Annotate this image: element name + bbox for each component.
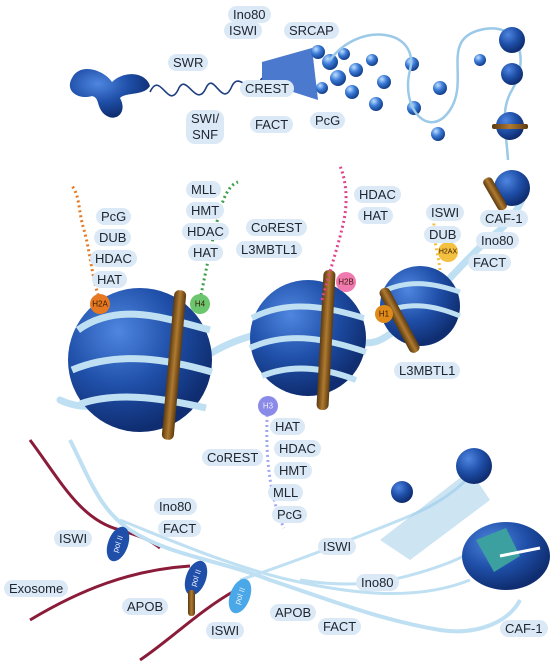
label-fact-right: FACT <box>468 254 512 271</box>
linker-histone-middle <box>316 270 336 410</box>
top-fiber-wave <box>149 77 263 97</box>
label-fact-mid: FACT <box>318 618 362 635</box>
label-dub-right: DUB <box>424 226 462 243</box>
h4-tag-text: H4 <box>194 299 206 309</box>
label-fact-bottom: FACT <box>158 520 202 537</box>
h4-tail <box>198 180 239 301</box>
h2ax-badge <box>438 242 458 262</box>
h3-label-3: MLL <box>268 484 304 501</box>
label-iswi-right: ISWI <box>426 204 465 221</box>
linker-histone-right <box>379 287 420 353</box>
nucleosome-top-1 <box>499 27 525 53</box>
h2b-label-0: HDAC <box>354 186 401 203</box>
h4-badge <box>190 294 210 314</box>
label-ino80-top: Ino80 <box>228 6 271 23</box>
label-l3mbtl1-right: L3MBTL1 <box>394 362 461 379</box>
label-corest-h3: CoREST <box>202 449 264 466</box>
h3-label-0: HAT <box>270 418 306 435</box>
h2a-tail <box>70 185 102 301</box>
h4-label-0: MLL <box>186 181 222 198</box>
label-ino80-bottom: Ino80 <box>154 498 197 515</box>
dna-lower-1 <box>68 439 522 634</box>
label-corest-middle: CoREST <box>246 219 308 236</box>
chromosome-shape <box>69 69 150 118</box>
label-caf1-right: CAF-1 <box>480 210 528 227</box>
pol-ii-2 <box>184 560 208 596</box>
pol-ii-1 <box>106 526 130 562</box>
nucleosome-small-right <box>494 170 530 206</box>
label-iswi-bottom-left: ISWI <box>54 530 93 547</box>
h2b-tail <box>320 165 348 301</box>
h4-label-3: HAT <box>188 244 224 261</box>
condensed-beads <box>311 45 486 141</box>
h3-label-4: PcG <box>272 506 308 523</box>
label-swi-snf: SWI/ SNF <box>186 110 225 144</box>
label-srcap: SRCAP <box>284 22 339 39</box>
h2a-label-0: PcG <box>96 208 132 225</box>
label-iswi-top: ISWI <box>224 22 263 39</box>
label-iswi-bottom: ISWI <box>206 622 245 639</box>
fiber-loop <box>329 27 522 161</box>
label-apob-mid: APOB <box>270 604 317 621</box>
label-crest: CREST <box>240 80 295 97</box>
h2b-label-1: HAT <box>358 207 394 224</box>
h2a-label-1: DUB <box>94 229 132 246</box>
label-ino80-right-bottom: Ino80 <box>356 574 399 591</box>
nucleosome-lower-2 <box>391 481 413 503</box>
label-caf1-bottom: CAF-1 <box>500 620 548 637</box>
h3-tag-text: H3 <box>262 401 274 411</box>
label-fact-top: FACT <box>250 116 294 133</box>
h3-label-1: HDAC <box>274 440 321 457</box>
fiber-right-cone <box>380 470 490 560</box>
h2a-label-2: HDAC <box>90 250 137 267</box>
label-swr: SWR <box>168 54 209 71</box>
h2ax-tag-text: H2AX <box>438 248 458 256</box>
condensed-fiber-cone <box>262 48 318 100</box>
linker-top <box>492 124 528 129</box>
label-l3mbtl1-middle: L3MBTL1 <box>236 241 303 258</box>
h2a-badge <box>90 294 110 314</box>
h2a-tag-text: H2A <box>92 299 108 309</box>
rna-strand-2 <box>29 564 191 622</box>
h4-label-2: HDAC <box>182 223 229 240</box>
h1-badge <box>375 305 393 323</box>
dna-lower-2 <box>119 518 471 595</box>
label-iswi-right-bottom: ISWI <box>318 538 357 555</box>
h1-tag-text: H1 <box>378 309 390 319</box>
label-pcg-top: PcG <box>310 112 346 129</box>
h3-badge <box>258 396 278 416</box>
linker-histone-left <box>161 290 187 440</box>
h2b-tag-text: H2B <box>338 277 354 287</box>
rna-strand-3 <box>139 588 237 662</box>
label-exosome: Exosome <box>4 580 69 597</box>
nucleosome-top-2 <box>501 63 523 85</box>
nucleosome-lower-1 <box>456 448 492 484</box>
h2b-badge <box>336 272 356 292</box>
h4-label-1: HMT <box>186 202 225 219</box>
pol-ii-3 <box>228 578 252 614</box>
label-apob-left: APOB <box>122 598 169 615</box>
h3-label-2: HMT <box>274 462 313 479</box>
label-ino80-right: Ino80 <box>476 232 519 249</box>
h2a-label-3: HAT <box>92 271 128 288</box>
